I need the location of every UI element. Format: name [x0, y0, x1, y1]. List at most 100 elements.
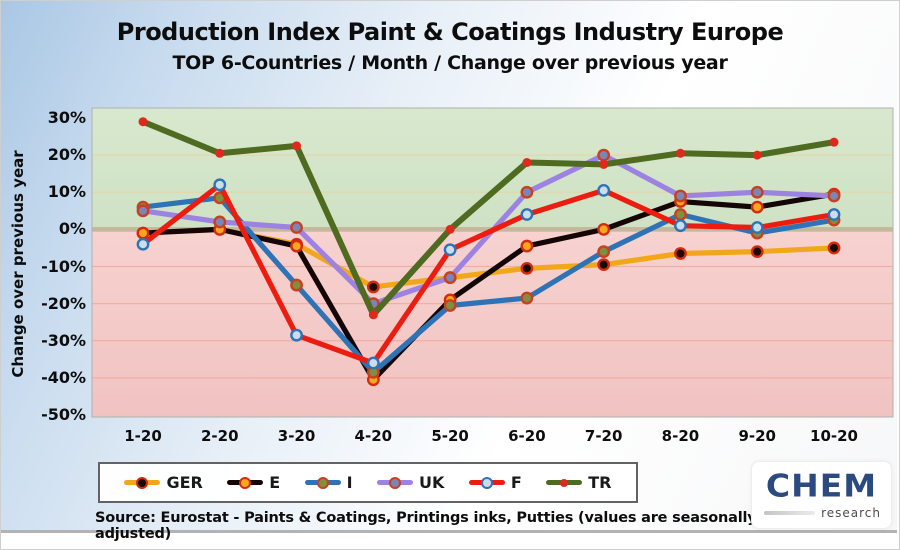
series-line-I: [140, 195, 837, 375]
y-tick-label: 20%: [47, 145, 86, 165]
data-point-TR-6-20: [522, 158, 532, 168]
data-point-E-1-20: [136, 226, 150, 240]
legend-label: F: [510, 473, 522, 492]
data-point-I-8-20: [674, 208, 687, 221]
y-tick-label: -50%: [41, 405, 86, 424]
data-point-UK-7-20: [597, 148, 611, 162]
chem-research-logo: CHEM research: [751, 461, 892, 529]
data-point-E-7-20: [597, 222, 611, 236]
data-point-F-7-20: [597, 183, 611, 197]
legend-item-E: E: [227, 473, 280, 492]
data-point-TR-1-20: [138, 117, 148, 127]
data-point-F-4-20: [366, 356, 380, 370]
data-point-F-1-20: [136, 237, 150, 251]
y-tick-label: 0%: [58, 219, 86, 239]
x-tick-label: 3-20: [277, 427, 316, 445]
legend-line-sample: [227, 476, 264, 489]
data-point-F-10-20: [827, 208, 841, 221]
y-tick-label: -10%: [41, 256, 86, 276]
data-point-I-7-20: [597, 245, 611, 259]
data-point-I-6-20: [520, 291, 534, 305]
chart-title: Production Index Paint & Coatings Indust…: [116, 18, 784, 46]
x-tick-label: 8-20: [661, 427, 700, 445]
legend-item-TR: TR: [546, 473, 611, 492]
logo-brand-text: CHEM: [765, 466, 878, 505]
data-point-I-5-20: [443, 299, 457, 312]
data-point-UK-3-20: [290, 221, 303, 234]
data-point-TR-5-20: [445, 224, 455, 234]
legend-line-sample: [377, 476, 414, 489]
legend-item-I: I: [304, 473, 353, 492]
legend-marker-icon: [389, 476, 402, 489]
legend-marker-icon: [316, 476, 329, 489]
data-point-F-3-20: [290, 328, 303, 342]
data-point-UK-8-20: [674, 189, 687, 203]
legend-item-UK: UK: [377, 473, 444, 492]
legend-label: E: [269, 473, 281, 492]
plot-border: [91, 107, 894, 418]
y-tick-label: 10%: [47, 182, 86, 202]
y-tick-label: 30%: [47, 108, 86, 127]
legend-marker-icon: [480, 476, 493, 489]
data-point-UK-6-20: [520, 185, 534, 199]
legend-label: GER: [166, 473, 203, 492]
legend-item-F: F: [468, 473, 522, 492]
y-tick-label: -20%: [41, 293, 86, 313]
x-tick-label: 6-20: [508, 427, 546, 445]
data-point-UK-9-20: [750, 185, 764, 199]
y-axis-title: Change over previous year: [9, 150, 27, 378]
logo-tagline-row: research: [764, 506, 881, 520]
legend-label: TR: [588, 473, 612, 492]
legend-label: UK: [419, 473, 445, 492]
y-tick-label: -30%: [41, 330, 86, 350]
legend-line-sample: [546, 478, 583, 487]
legend-marker-icon: [560, 478, 569, 487]
data-point-E-3-20: [290, 239, 303, 253]
chart-legend: GER E I UK F TR: [98, 462, 638, 503]
data-point-GER-7-20: [597, 258, 611, 272]
data-point-TR-3-20: [292, 141, 302, 151]
data-point-TR-10-20: [829, 137, 839, 147]
data-point-F-2-20: [213, 178, 227, 192]
legend-line-sample: [468, 476, 505, 489]
chart-subtitle: TOP 6-Countries / Month / Change over pr…: [172, 52, 728, 74]
logo-tagline-text: research: [821, 506, 881, 520]
data-point-TR-7-20: [599, 159, 609, 169]
data-point-GER-10-20: [827, 241, 841, 255]
data-point-F-6-20: [520, 208, 534, 221]
legend-label: I: [346, 473, 353, 492]
data-point-TR-4-20: [368, 310, 378, 320]
data-point-UK-2-20: [213, 215, 227, 229]
data-point-TR-8-20: [675, 148, 685, 158]
y-tick-label: -40%: [41, 367, 86, 387]
legend-line-sample: [124, 476, 161, 489]
data-point-GER-4-20: [366, 280, 380, 294]
legend-marker-icon: [239, 476, 252, 489]
x-tick-label: 4-20: [354, 427, 393, 445]
x-tick-label: 1-20: [124, 427, 162, 445]
data-point-F-9-20: [750, 221, 764, 234]
legend-item-GER: GER: [124, 473, 203, 492]
negative-zone: [92, 229, 893, 417]
data-point-E-6-20: [520, 239, 534, 253]
data-point-F-8-20: [674, 219, 687, 233]
x-tick-label: 10-20: [810, 427, 858, 445]
data-point-F-5-20: [443, 243, 457, 257]
data-point-TR-9-20: [752, 150, 762, 160]
x-tick-label: 5-20: [431, 427, 469, 445]
positive-zone: [92, 108, 893, 230]
series-line-TR: [140, 118, 838, 318]
data-point-TR-2-20: [215, 148, 225, 158]
x-tick-label: 7-20: [584, 427, 623, 445]
data-point-E-9-20: [750, 200, 764, 214]
data-point-GER-9-20: [750, 245, 764, 259]
data-point-I-3-20: [290, 278, 303, 292]
legend-line-sample: [304, 476, 341, 489]
series-F: [136, 178, 841, 370]
data-point-UK-1-20: [136, 204, 150, 218]
logo-rule: [764, 511, 816, 515]
x-tick-label: 9-20: [738, 427, 776, 445]
x-tick-label: 2-20: [200, 427, 239, 445]
series-line-F: [140, 182, 837, 366]
